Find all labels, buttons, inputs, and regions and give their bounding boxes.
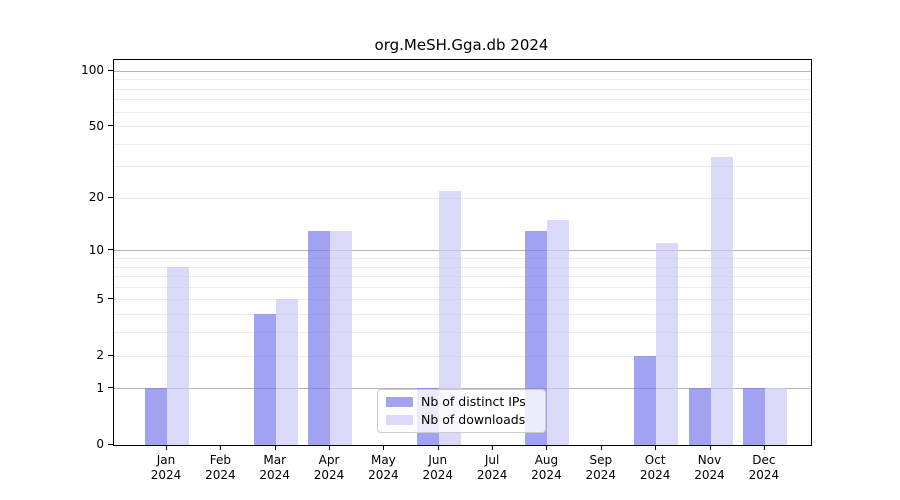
major-gridline [114,250,811,252]
minor-gridline [114,111,811,113]
minor-gridline [114,126,811,128]
x-tick-label-oct: Oct 2024 [639,453,671,482]
minor-gridline [114,332,811,334]
major-gridline [114,388,811,390]
y-tick-mark [108,443,113,445]
x-tick-label-feb: Feb 2024 [205,453,236,482]
bar-nb-of-downloads-jan [167,266,189,445]
y-tick-label: 20 [88,190,104,205]
x-tick-label-may: May 2024 [368,453,399,482]
x-tick-mark [437,445,439,450]
minor-gridline [114,99,811,101]
minor-gridline [114,276,811,278]
bar-nb-of-downloads-aug [547,220,570,445]
bar-nb-of-downloads-apr [330,230,353,445]
x-tick-mark [166,445,167,450]
chart-title: org.MeSH.Gga.db 2024 [374,36,549,54]
bar-nb-of-distinct-ips-jan [145,388,167,445]
minor-gridline [114,314,811,316]
y-tick-mark [108,387,113,389]
bar-nb-of-downloads-oct [656,243,679,445]
y-tick-label: 1 [96,380,104,395]
minor-gridline [114,286,811,288]
y-tick-label: 2 [96,348,104,363]
y-tick-label: 5 [96,291,104,306]
y-tick-mark [108,69,113,71]
bar-nb-of-distinct-ips-nov [688,388,711,445]
x-tick-mark [329,445,331,450]
downloads-swatch-icon [386,415,413,425]
y-tick-mark [108,249,113,251]
y-tick-label: 100 [81,63,104,78]
minor-gridline [114,143,811,145]
minor-gridline [114,258,811,260]
x-tick-label-dec: Dec 2024 [748,453,780,482]
y-tick-label: 10 [88,242,104,257]
legend-label-distinct-ips: Nb of distinct IPs [421,393,526,409]
bar-nb-of-distinct-ips-apr [308,230,331,445]
x-tick-mark [546,445,548,450]
x-tick-mark [220,445,222,450]
bar-nb-of-downloads-jun [438,190,461,445]
legend-item-distinct-ips: Nb of distinct IPs [386,395,545,410]
x-tick-mark [383,445,385,450]
y-tick-mark [108,298,113,300]
x-tick-mark [492,445,494,450]
distinct-ips-swatch-icon [386,397,413,407]
bar-nb-of-distinct-ips-oct [634,355,657,445]
bar-nb-of-downloads-mar [275,299,298,445]
bar-nb-of-distinct-ips-mar [253,314,276,445]
x-tick-mark [274,445,276,450]
x-tick-mark [709,445,711,450]
minor-gridline [114,266,811,268]
x-tick-label-mar: Mar 2024 [259,453,290,482]
x-tick-mark [763,445,765,450]
x-tick-mark [600,445,602,450]
x-tick-label-aug: Aug 2024 [531,453,562,482]
minor-gridline [114,79,811,81]
major-gridline [114,70,811,72]
legend-item-downloads: Nb of downloads [386,413,545,428]
y-tick-mark [108,354,113,356]
bar-nb-of-distinct-ips-dec [742,388,765,445]
x-tick-label-sep: Sep 2024 [585,453,617,482]
x-tick-mark [655,445,657,450]
y-tick-mark [108,125,113,127]
minor-gridline [114,166,811,168]
x-tick-label-nov: Nov 2024 [694,453,725,482]
minor-gridline [114,299,811,301]
x-tick-label-jan: Jan 2024 [150,453,182,482]
bar-nb-of-downloads-nov [710,156,733,445]
bar-nb-of-downloads-dec [764,388,787,445]
minor-gridline [114,88,811,90]
minor-gridline [114,197,811,199]
x-tick-label-jun: Jun 2024 [422,453,454,482]
legend-label-downloads: Nb of downloads [421,411,526,427]
y-tick-mark [108,196,113,198]
x-tick-label-jul: Jul 2024 [476,453,508,482]
y-tick-label: 0 [96,437,104,451]
y-tick-label: 50 [88,118,104,133]
minor-gridline [114,355,811,357]
plot-area [113,59,812,446]
x-tick-label-apr: Apr 2024 [313,453,345,482]
legend: Nb of distinct IPs Nb of downloads [377,389,546,433]
